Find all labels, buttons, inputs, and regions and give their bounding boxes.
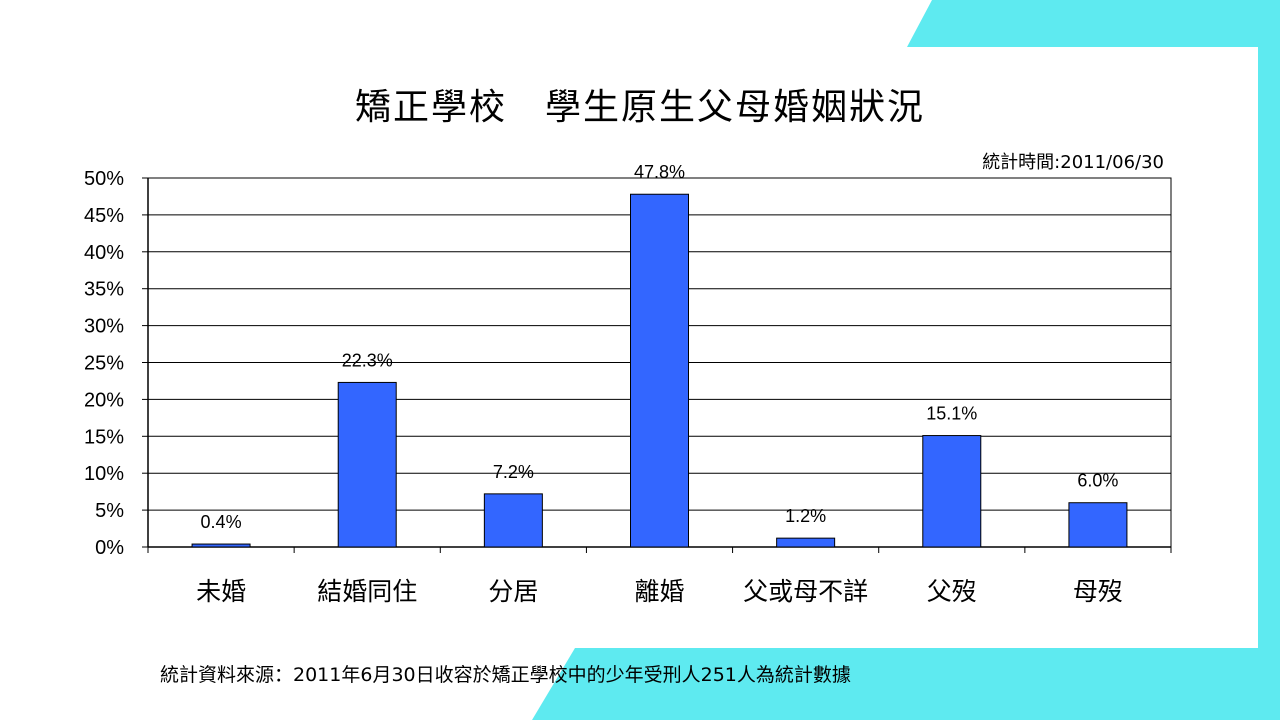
category-label: 母歿 xyxy=(1073,577,1123,606)
bar-5 xyxy=(776,537,836,548)
y-tick-label: 10% xyxy=(84,463,124,485)
y-tick-label: 5% xyxy=(95,500,124,522)
bar-4 xyxy=(630,193,689,548)
data-label: 47.8% xyxy=(634,162,685,182)
y-tick-label: 25% xyxy=(84,353,124,375)
y-tick-label: 20% xyxy=(84,389,124,411)
data-source-note: 統計資料來源：2011年6月30日收容於矯正學校中的少年受刑人251人為統計數據 xyxy=(160,664,851,686)
bar-7 xyxy=(1068,502,1128,548)
category-label: 離婚 xyxy=(634,577,684,606)
statistics-date: 統計時間:2011/06/30 xyxy=(982,152,1164,173)
y-tick-label: 35% xyxy=(84,279,124,301)
category-label: 結婚同住 xyxy=(317,577,417,606)
category-label: 分居 xyxy=(488,577,538,606)
bottom-accent-shape xyxy=(532,648,1258,720)
category-label: 未婚 xyxy=(196,577,246,606)
bar-6 xyxy=(922,435,982,548)
category-label: 父或母不詳 xyxy=(743,577,868,606)
bar-1 xyxy=(191,543,251,548)
category-label: 父歿 xyxy=(927,577,977,606)
y-tick-label: 45% xyxy=(84,205,124,227)
data-label: 0.4% xyxy=(201,512,242,532)
data-label: 15.1% xyxy=(926,404,977,424)
data-label: 7.2% xyxy=(493,462,534,482)
y-tick-label: 50% xyxy=(84,168,124,190)
bar-3 xyxy=(483,493,543,548)
y-tick-label: 15% xyxy=(84,426,124,448)
y-tick-label: 30% xyxy=(84,316,124,338)
data-label: 1.2% xyxy=(785,506,826,526)
data-label: 6.0% xyxy=(1077,471,1118,491)
y-tick-label: 0% xyxy=(95,537,124,559)
y-tick-label: 40% xyxy=(84,242,124,264)
bar-2 xyxy=(337,381,397,548)
chart-title: 矯正學校 學生原生父母婚姻狀況 xyxy=(354,87,925,128)
data-label: 22.3% xyxy=(342,350,393,370)
